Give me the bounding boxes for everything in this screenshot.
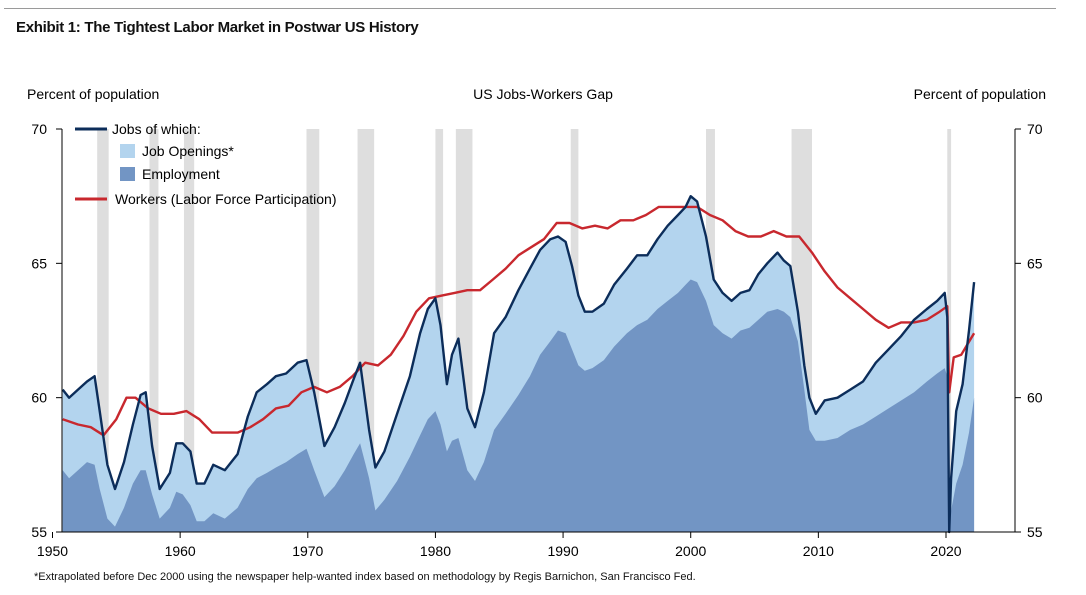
recession-band (947, 129, 952, 532)
x-tick-label: 1960 (165, 543, 196, 559)
recession-band (97, 129, 109, 532)
y-tick-label-left: 65 (31, 255, 47, 271)
recession-band (183, 129, 195, 532)
legend-label-jobs: Jobs of which: (112, 121, 201, 137)
y-tick-label-right: 65 (1027, 255, 1043, 271)
legend-swatch-employment (120, 167, 135, 181)
x-tick-label: 2000 (675, 543, 706, 559)
recession-band (149, 129, 159, 532)
legend-label-job_openings: Job Openings* (142, 143, 234, 159)
chart-title: US Jobs-Workers Gap (473, 86, 613, 102)
x-tick-label: 1990 (547, 543, 578, 559)
y-tick-label-right: 70 (1027, 121, 1043, 137)
y-tick-label-right: 55 (1027, 524, 1043, 540)
axes: 55 55 60 60 65 65 70 70 1950 1960 1970 1980 1990 2000… (31, 121, 1042, 559)
legend: Jobs of which: Job Openings* Employment Wor… (75, 121, 336, 207)
legend-swatch-job_openings (120, 144, 135, 158)
top-rule (4, 8, 1056, 9)
y-axis-label-left: Percent of population (27, 86, 159, 102)
exhibit-title: Exhibit 1: The Tightest Labor Market in … (16, 19, 419, 36)
legend-label-workers: Workers (Labor Force Participation) (115, 191, 336, 207)
y-tick-label-left: 55 (31, 524, 47, 540)
legend-label-employment: Employment (142, 166, 220, 182)
y-tick-label-left: 60 (31, 390, 47, 406)
workers-line (62, 205, 976, 437)
y-tick-label-left: 70 (31, 121, 47, 137)
x-tick-label: 2010 (803, 543, 834, 559)
y-tick-label-right: 60 (1027, 390, 1043, 406)
footnote: *Extrapolated before Dec 2000 using the … (34, 571, 696, 583)
jobs-line (61, 194, 976, 534)
x-tick-label: 2020 (930, 543, 961, 559)
x-tick-label: 1970 (292, 543, 323, 559)
x-tick-label: 1950 (37, 543, 68, 559)
y-axis-label-right: Percent of population (914, 86, 1046, 102)
employment-area (62, 279, 975, 532)
x-tick-label: 1980 (420, 543, 451, 559)
